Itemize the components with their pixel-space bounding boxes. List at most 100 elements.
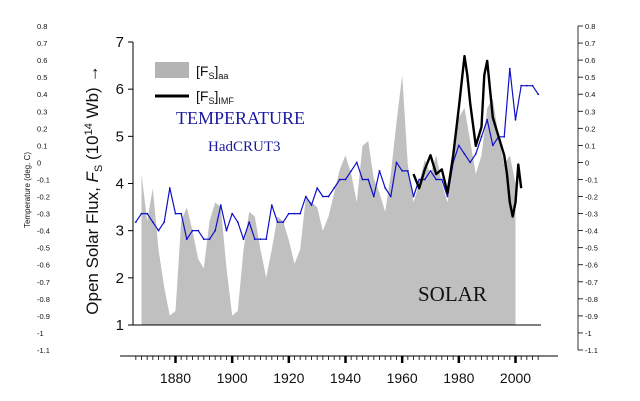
- temperature-annotation: TEMPERATURE: [176, 108, 305, 128]
- temp-tick-label-right: 0.7: [585, 39, 595, 48]
- temperature-point: [514, 118, 517, 121]
- temperature-point: [265, 238, 268, 241]
- temp-tick-label-right: 0.8: [585, 22, 595, 31]
- temperature-point: [242, 238, 245, 241]
- temperature-point: [253, 238, 256, 241]
- temperature-point: [202, 238, 205, 241]
- temperature-point: [412, 195, 415, 198]
- temp-tick-label-right: 0.1: [585, 141, 595, 150]
- temperature-point: [134, 221, 137, 224]
- temperature-point: [474, 153, 477, 155]
- temp-tick-label-right: -0.2: [585, 193, 598, 202]
- left-axis-tick-label: 2: [116, 270, 124, 287]
- legend-aa-sub1: S: [208, 71, 214, 81]
- temperature-point: [321, 195, 324, 198]
- left-axis-label-symbol: F: [83, 170, 102, 182]
- temp-tick-label-right: -0.9: [585, 312, 598, 321]
- temp-tick-label-left: -0.9: [37, 312, 50, 321]
- temperature-point: [316, 187, 319, 189]
- temp-tick-label-right: -0.8: [585, 295, 598, 304]
- temperature-point: [146, 212, 149, 215]
- legend-imf-base: [F: [196, 88, 208, 104]
- temp-tick-label-left: 0.8: [37, 22, 47, 31]
- temp-tick-label-left: -0.8: [37, 295, 50, 304]
- temp-tick-label-right: -1: [585, 329, 592, 338]
- legend-label-imf: [FS]IMF: [196, 88, 234, 106]
- legend-swatch-aa: [155, 62, 189, 78]
- temp-tick-label-right: 0.5: [585, 73, 595, 82]
- temp-tick-label-left: 0.3: [37, 107, 47, 116]
- temperature-point: [197, 229, 200, 232]
- temp-tick-label-right: -0.7: [585, 278, 598, 287]
- left-axis-tick-label: 3: [116, 223, 124, 240]
- temp-tick-label-left: 0.4: [37, 90, 47, 99]
- temperature-point: [304, 195, 307, 198]
- temp-tick-label-right: -0.1: [585, 175, 598, 184]
- temperature-point: [361, 178, 364, 181]
- year-tick-label: 1900: [217, 370, 248, 386]
- temperature-point: [525, 84, 528, 87]
- temperature-point: [457, 144, 460, 147]
- temp-tick-label-right: -0.6: [585, 261, 598, 270]
- legend: [FS]aa [FS]IMF: [155, 62, 234, 106]
- temperature-point: [231, 212, 234, 215]
- temperature-axis-label: Temperature (deg. C): [23, 152, 32, 228]
- left-axis-label-main: Open Solar Flux,: [83, 182, 102, 314]
- temperature-point: [299, 212, 302, 215]
- left-axis-tick-label: 1: [116, 317, 124, 334]
- imf-line-layer: [412, 54, 523, 218]
- year-tick-label: 1940: [330, 370, 361, 386]
- temperature-point: [350, 170, 353, 172]
- left-axis-label-subscript: S: [93, 165, 105, 172]
- temperature-point: [440, 178, 443, 181]
- temperature-point: [355, 161, 358, 164]
- temperature-point: [276, 221, 279, 224]
- left-axis-label-units-post: Wb): [83, 87, 102, 123]
- legend-imf-sub1: S: [208, 96, 214, 106]
- temperature-point: [282, 221, 285, 224]
- temp-tick-label-left: -1: [37, 329, 44, 338]
- temperature-point: [480, 135, 483, 138]
- temp-tick-label-left: -0.2: [37, 193, 50, 202]
- legend-aa-close: ]: [214, 63, 218, 79]
- legend-aa-base: [F: [196, 63, 208, 79]
- temperature-point: [435, 178, 438, 181]
- temp-tick-label-left: 0: [37, 158, 41, 167]
- year-tick-label: 2000: [500, 370, 531, 386]
- temp-tick-label-left: -0.3: [37, 210, 50, 219]
- temperature-point: [395, 161, 398, 164]
- legend-imf-close: ]: [214, 88, 218, 104]
- temperature-point: [151, 221, 154, 224]
- left-axis-arrow: →: [83, 65, 102, 82]
- series-temperature-line: [135, 67, 539, 240]
- temperature-point: [406, 170, 409, 172]
- year-tick-label: 1880: [160, 370, 191, 386]
- temperature-point: [219, 204, 222, 207]
- temperature-point: [140, 212, 143, 215]
- temp-tick-label-left: -0.5: [37, 244, 50, 253]
- temperature-point: [214, 229, 217, 232]
- legend-label-aa: [FS]aa: [196, 63, 228, 81]
- temperature-point: [429, 170, 432, 172]
- temp-tick-label-right: -0.4: [585, 227, 598, 236]
- temperature-point: [401, 170, 404, 172]
- temperature-point: [180, 212, 183, 215]
- temperature-point: [503, 135, 506, 138]
- temperature-point: [446, 195, 449, 198]
- temperature-point: [191, 229, 194, 232]
- temperature-point: [163, 221, 166, 224]
- temp-tick-label-left: 0.5: [37, 73, 47, 82]
- left-axis-label-units-pre: (10: [83, 135, 102, 164]
- temperature-point: [333, 187, 336, 189]
- left-axis-label-units-exp: 14: [83, 123, 95, 135]
- temperature-point: [168, 187, 171, 189]
- temp-tick-label-left: 0.2: [37, 124, 47, 133]
- temperature-line-layer: [134, 67, 540, 241]
- temperature-point: [531, 84, 534, 87]
- temperature-point: [287, 212, 290, 215]
- temp-tick-label-left: -0.4: [37, 227, 50, 236]
- temperature-point: [174, 212, 177, 215]
- temp-tick-label-right: -0.3: [585, 210, 598, 219]
- solar-annotation: SOLAR: [418, 282, 487, 306]
